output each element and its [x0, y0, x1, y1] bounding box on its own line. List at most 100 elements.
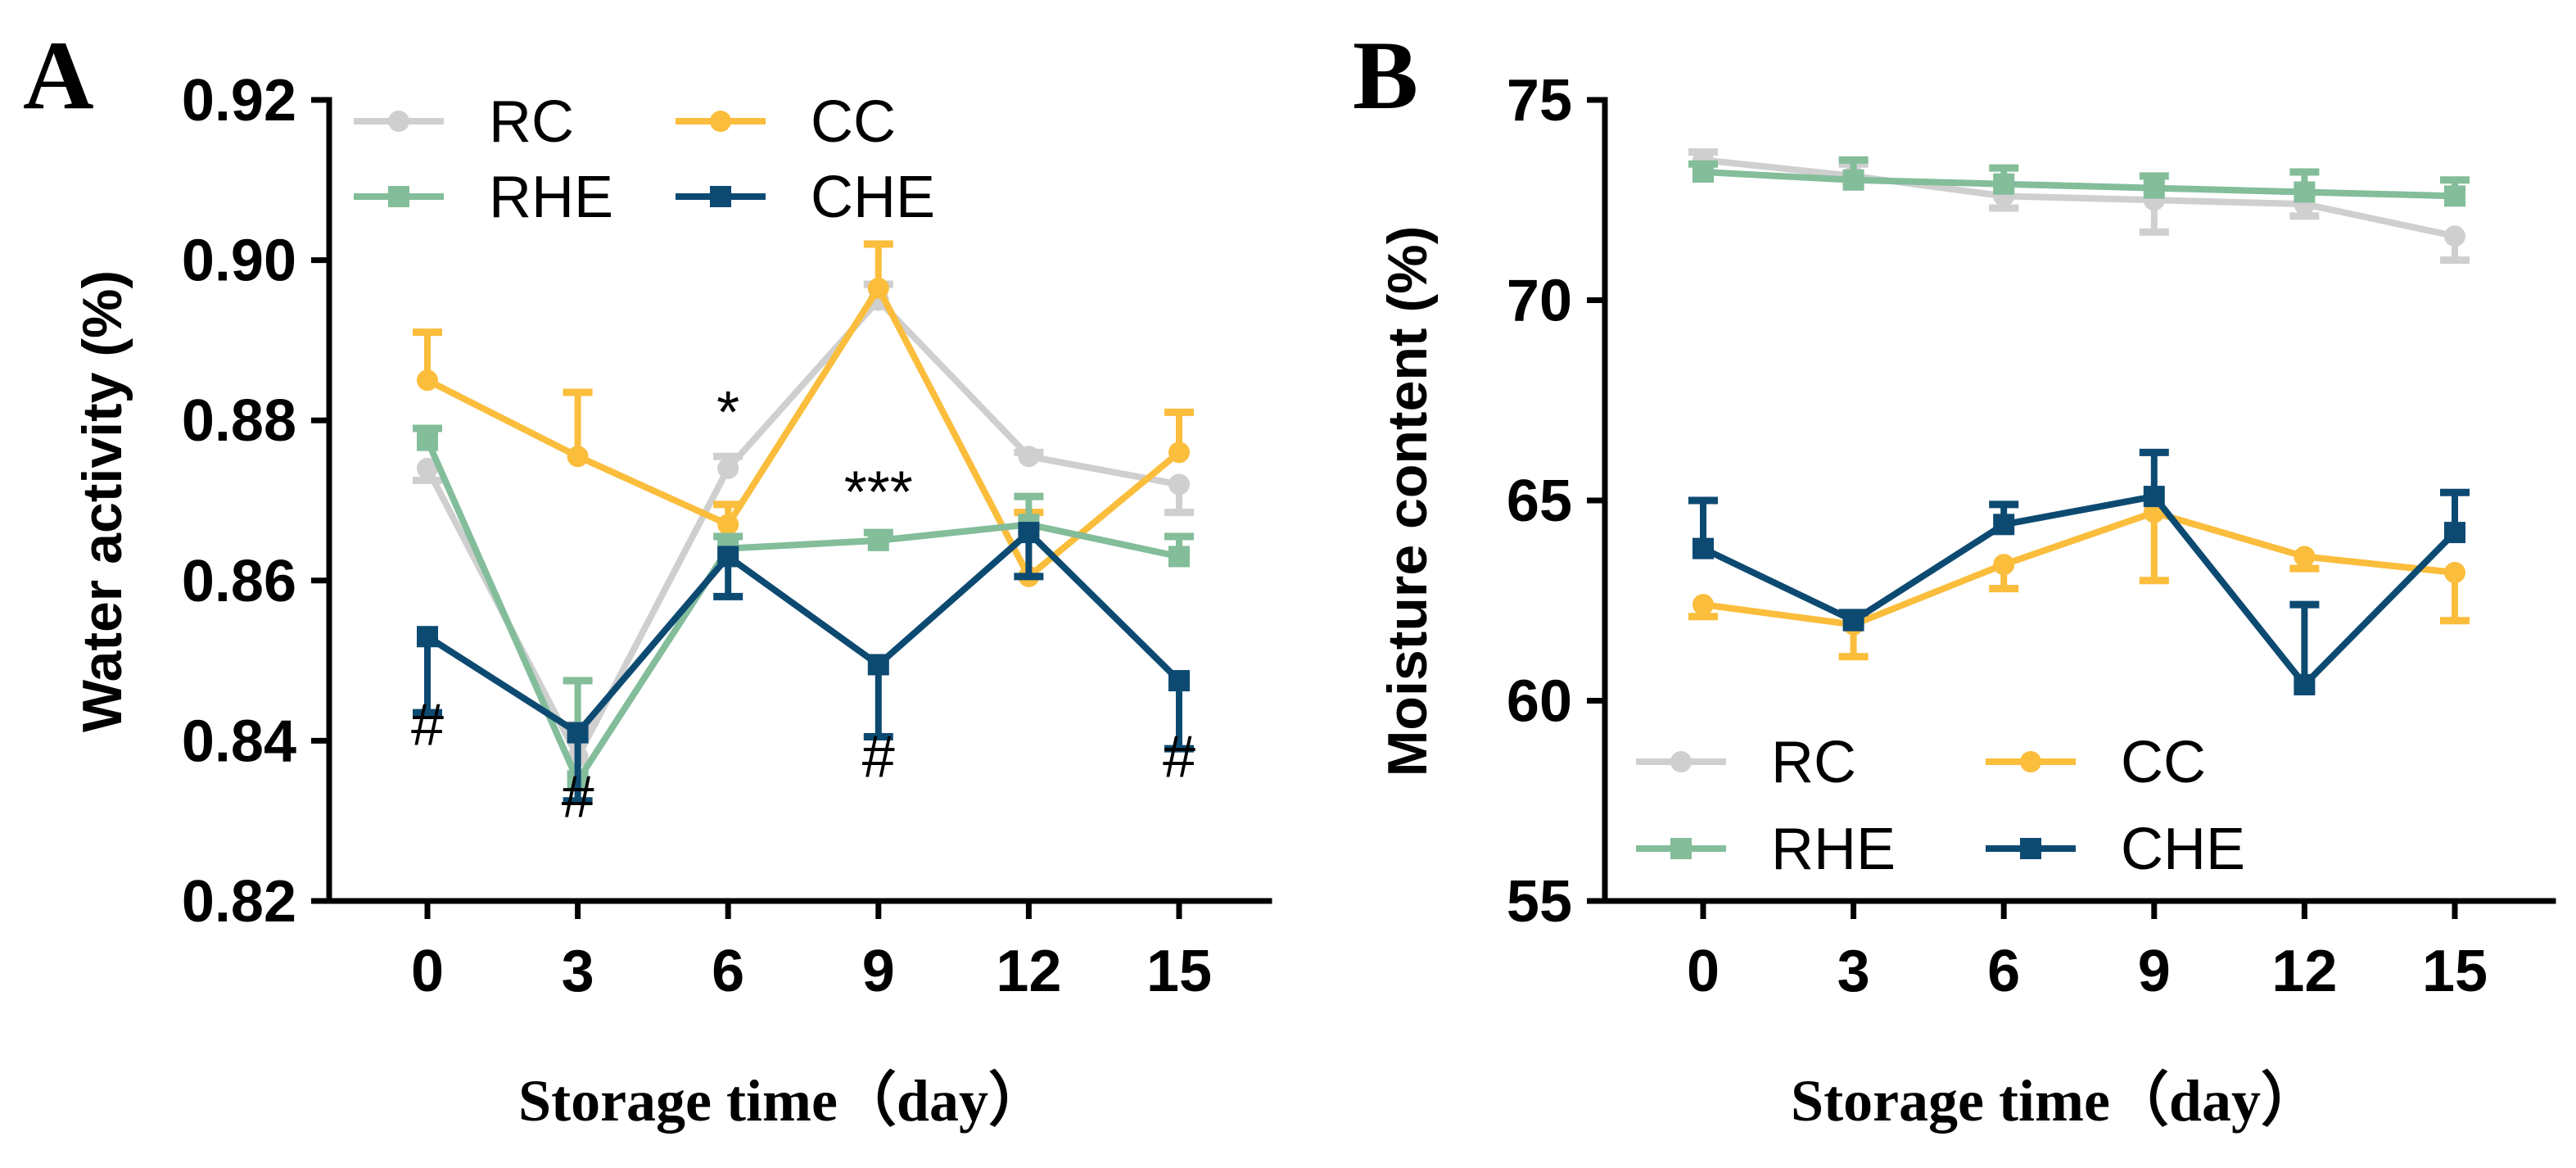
legend-label: RHE: [489, 165, 613, 230]
legend-swatch-marker: [1670, 751, 1692, 772]
data-point: [867, 654, 889, 676]
y-tick-label: 0.88: [182, 388, 296, 454]
x-tick-label: 0: [1687, 939, 1720, 1004]
x-tick-label: 15: [1146, 939, 1212, 1004]
y-axis-label: Water activity (%): [71, 270, 133, 732]
legend: RC CC RHE CHE: [354, 89, 935, 230]
significance-annotation: #: [862, 724, 895, 790]
data-point: [2294, 546, 2316, 568]
data-point: [2444, 562, 2465, 584]
data-point: [2143, 486, 2165, 508]
data-point: [1168, 670, 1190, 692]
legend-swatch-marker: [710, 186, 731, 207]
series-rc: [413, 280, 1194, 767]
data-point: [1692, 161, 1714, 183]
series-line-cc: [1702, 509, 2456, 628]
data-point: [867, 529, 889, 551]
legend-swatch-marker: [2020, 838, 2041, 859]
x-tick-label: 6: [712, 939, 744, 1004]
legend-item-rhe: RHE: [354, 165, 613, 230]
legend-item-rc: RC: [1636, 730, 1856, 795]
series-rhe: [1688, 156, 2470, 207]
data-point: [417, 369, 438, 392]
x-tick-label: 12: [996, 939, 1061, 1004]
y-tick-label: 0.90: [182, 229, 296, 294]
legend-swatch-marker: [388, 111, 409, 132]
legend-item-cc: CC: [676, 89, 896, 155]
legend-item-cc: CC: [1986, 730, 2206, 795]
legend-label: CHE: [2121, 817, 2245, 882]
significance-annotation: #: [411, 692, 444, 758]
significance-annotation: #: [562, 764, 594, 830]
series-line-rc: [424, 297, 1180, 760]
x-axis-label: Storage time（day）: [1791, 1068, 2320, 1134]
legend-label: RC: [489, 89, 574, 155]
x-tick-label: 9: [862, 939, 895, 1004]
x-tick-label: 12: [2271, 939, 2337, 1004]
legend-label: CC: [2121, 730, 2206, 795]
data-point: [1168, 473, 1190, 496]
legend-item-rhe: RHE: [1636, 817, 1896, 882]
data-point: [2143, 177, 2165, 199]
series-line-rhe: [1702, 169, 2456, 200]
data-point: [1842, 609, 1864, 632]
data-point: [1168, 546, 1190, 568]
x-axis-label: Storage time（day）: [518, 1068, 1047, 1134]
data-point: [1018, 446, 1040, 468]
legend-item-che: CHE: [1986, 817, 2245, 882]
x-tick-label: 3: [562, 939, 594, 1004]
data-point: [1842, 169, 1864, 191]
legend-label: CC: [811, 89, 896, 155]
significance-annotation: ***: [844, 460, 913, 526]
data-point: [1993, 173, 2015, 195]
legend-swatch-marker: [388, 186, 409, 207]
legend-swatch-marker: [1670, 838, 1692, 859]
data-point: [1168, 441, 1190, 464]
x-tick-label: 6: [1987, 939, 2020, 1004]
y-tick-label: 0.92: [182, 68, 296, 134]
data-point: [2444, 185, 2465, 207]
y-tick-label: 55: [1507, 869, 1572, 935]
data-point: [2294, 673, 2316, 695]
series-rc: [1688, 148, 2470, 265]
legend-label: RHE: [1771, 817, 1896, 882]
y-tick-label: 60: [1507, 669, 1572, 735]
x-tick-label: 9: [2138, 939, 2171, 1004]
data-point: [1692, 594, 1714, 616]
data-point: [867, 277, 889, 299]
legend-item-rc: RC: [354, 89, 574, 155]
data-point: [567, 446, 589, 468]
data-point: [567, 722, 589, 744]
panel-b: B 55 60 65 70 75 0 3 6 9 12 15 Moisture content (%)…: [1353, 20, 2556, 1134]
significance-annotation: *: [716, 380, 739, 446]
data-point: [417, 429, 438, 451]
data-point: [717, 546, 739, 568]
series-line-rhe: [424, 439, 1180, 785]
y-tick-label: 75: [1507, 68, 1572, 134]
series-line-che: [1702, 493, 2457, 688]
y-tick-label: 0.86: [182, 549, 296, 614]
data-point: [2444, 522, 2465, 544]
x-tick-label: 3: [1837, 939, 1870, 1004]
legend: RC CC RHE CHE: [1636, 730, 2245, 882]
legend-label: CHE: [811, 165, 935, 230]
series-line-che: [425, 529, 1182, 736]
significance-annotation: #: [1163, 724, 1195, 790]
y-axis-label: Moisture content (%): [1376, 226, 1439, 776]
legend-label: RC: [1771, 730, 1856, 795]
x-tick-label: 15: [2422, 939, 2488, 1004]
data-point: [417, 457, 438, 479]
data-point: [2294, 181, 2316, 203]
y-tick-label: 70: [1507, 269, 1572, 334]
data-point: [1993, 554, 2015, 576]
panel-a: A 0.82 0.84 0.86 0.88 0.90 0.92 0 3 6 9 12 15 Water …: [23, 20, 1272, 1134]
x-tick-label: 0: [411, 939, 444, 1004]
series-che: [1688, 448, 2470, 695]
y-tick-label: 0.82: [182, 869, 296, 935]
data-point: [1018, 522, 1040, 544]
data-point: [717, 514, 739, 536]
panel-letter-b: B: [1353, 20, 1418, 129]
series-line-rc: [1702, 156, 2456, 240]
data-point: [2444, 225, 2465, 247]
